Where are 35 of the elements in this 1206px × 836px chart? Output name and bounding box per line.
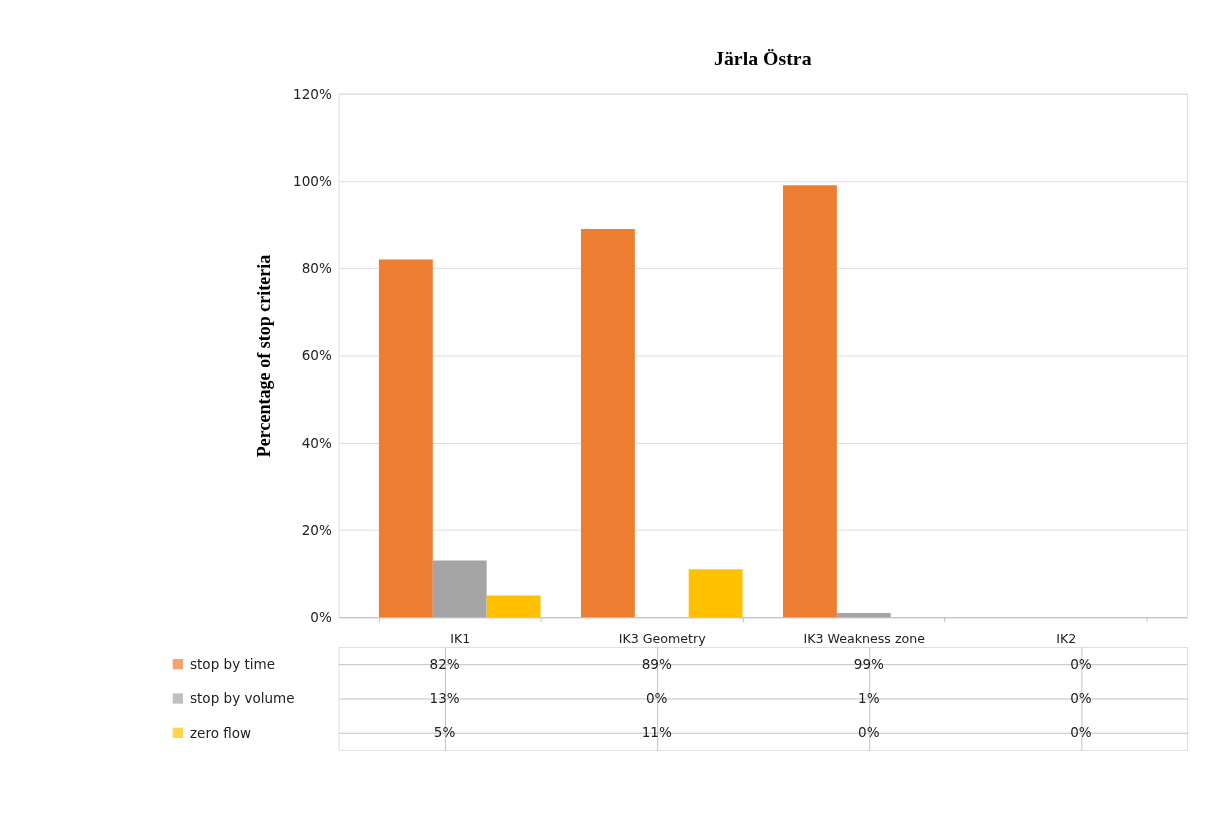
y-tick-label: 120% [293, 85, 332, 102]
bar [486, 595, 541, 618]
y-tick-label: 100% [293, 172, 332, 189]
y-tick-label: 80% [301, 260, 332, 277]
bar [580, 228, 635, 618]
data-label: 0% [645, 690, 668, 707]
chart-title: Järla Östra [714, 46, 812, 69]
y-tick-label: 40% [301, 434, 332, 451]
data-label: 0% [1070, 655, 1092, 672]
y-tick-label: 20% [301, 521, 332, 538]
bar [782, 185, 837, 618]
y-tick-label: 60% [301, 347, 332, 364]
legend-label: stop by volume [190, 690, 295, 707]
data-label: 11% [641, 724, 672, 741]
data-label: 82% [429, 655, 460, 672]
x-tick-label: IK3 Geometry [618, 630, 707, 646]
bar [378, 259, 433, 618]
legend-label: stop by time [190, 656, 276, 673]
data-label: 13% [429, 690, 460, 707]
x-tick-label: IK3 Weakness zone [803, 630, 926, 646]
x-tick-label: IK1 [450, 630, 471, 646]
bar [432, 560, 487, 618]
bar [688, 569, 743, 618]
data-label: 0% [1070, 724, 1092, 741]
data-label: 5% [433, 724, 456, 741]
x-tick-label: IK2 [1056, 630, 1077, 646]
data-label: 0% [858, 724, 880, 741]
y-axis-title: Percentage of stop criteria [253, 254, 274, 458]
data-label: 1% [858, 690, 880, 707]
bar [836, 612, 891, 618]
y-tick-label: 0% [310, 609, 332, 626]
data-label: 89% [641, 655, 672, 672]
data-label: 0% [1070, 690, 1092, 707]
data-label: 99% [853, 655, 885, 672]
legend-label: zero flow [190, 724, 252, 741]
